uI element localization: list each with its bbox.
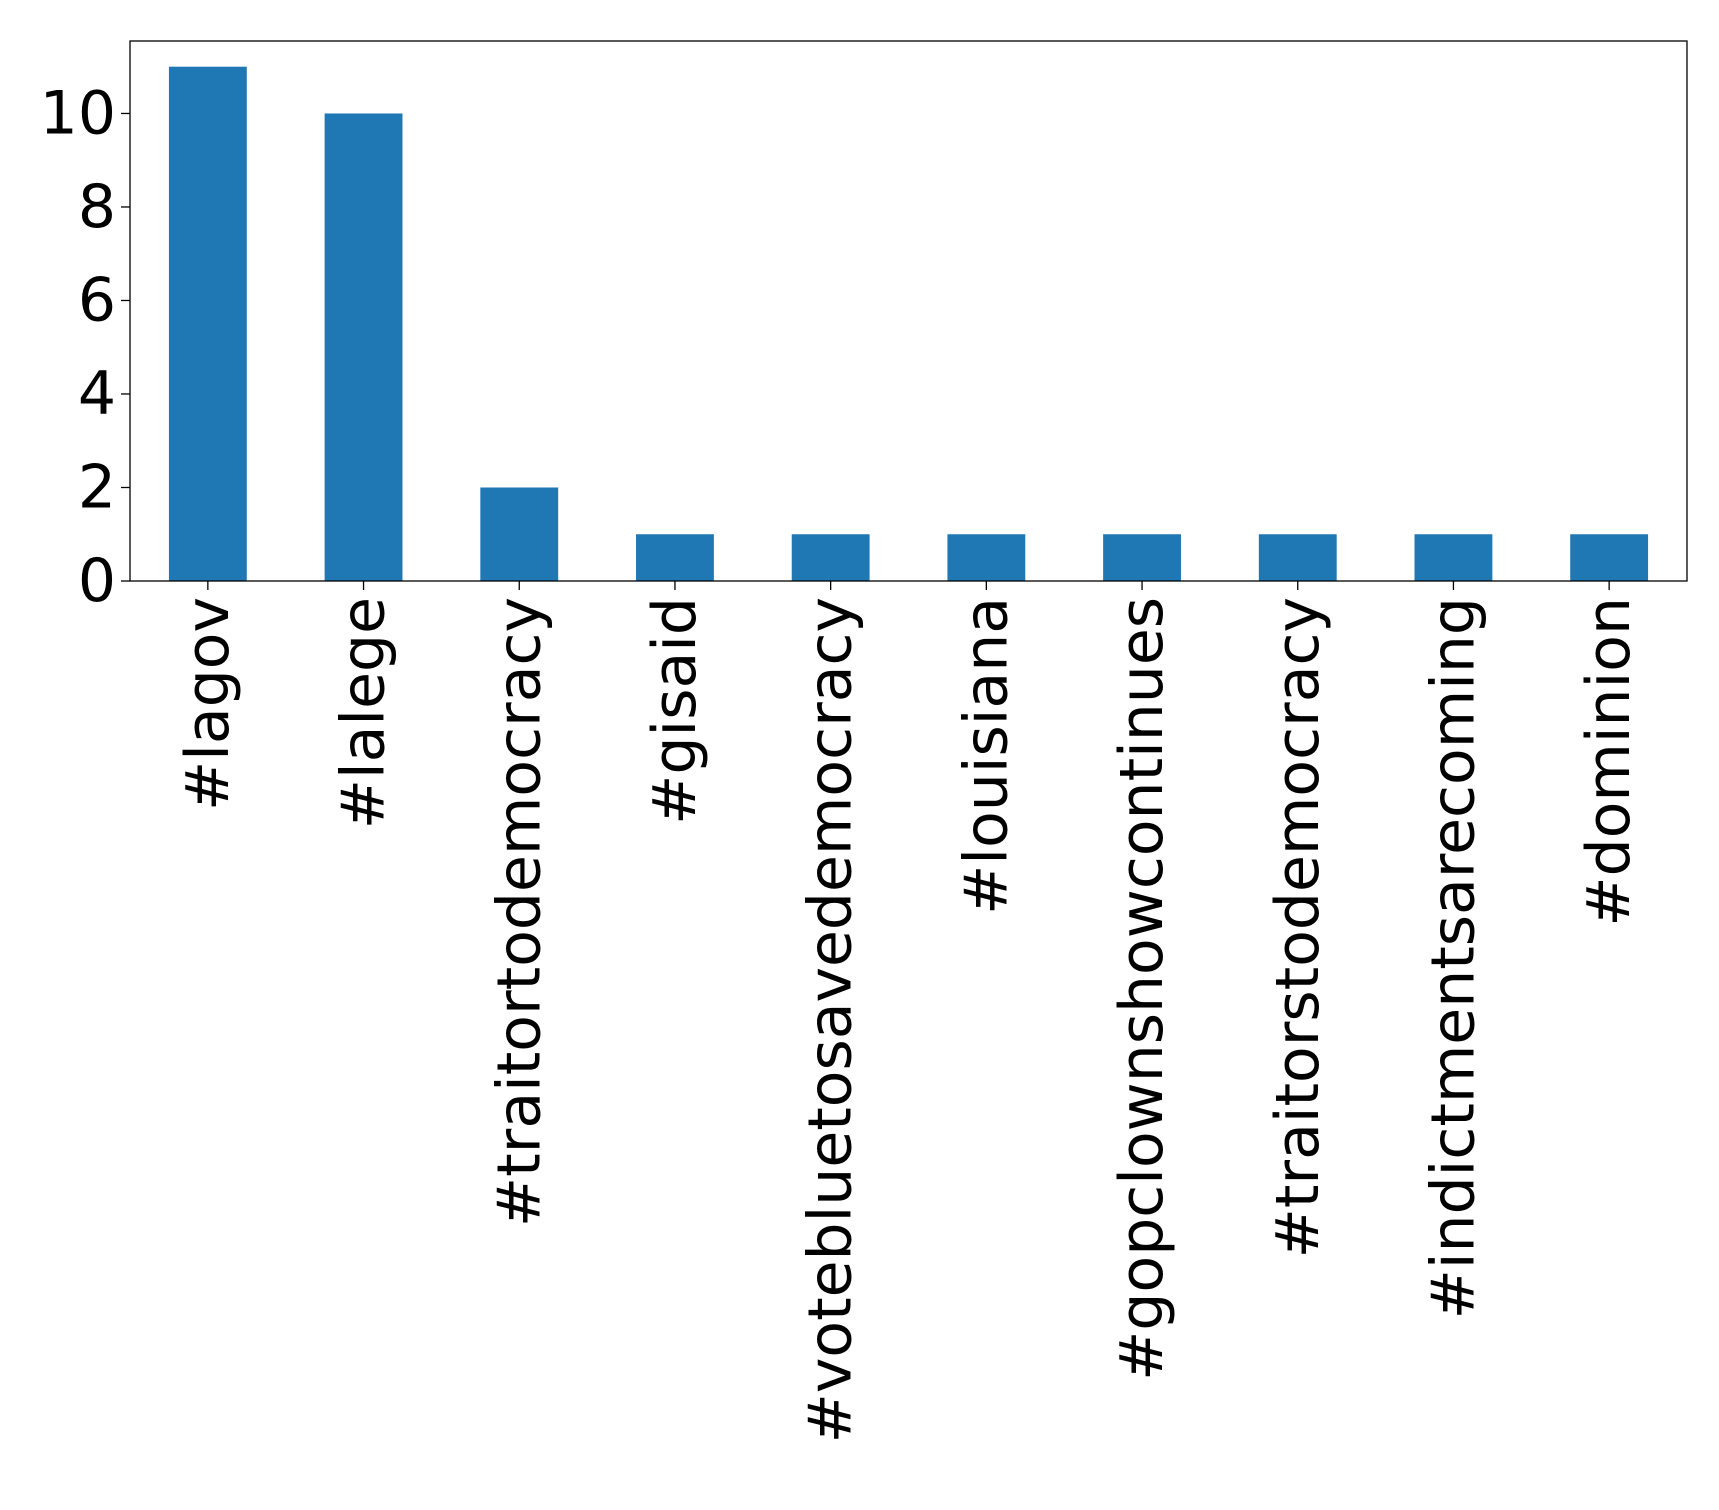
y-tick-label-1: 2 bbox=[78, 452, 116, 522]
bar-9 bbox=[1570, 534, 1649, 581]
bar-1 bbox=[324, 113, 403, 581]
x-tick-label-1: #lalege bbox=[329, 597, 399, 829]
y-axis: 0 2 4 6 8 10 bbox=[40, 78, 130, 616]
y-tick-label-4: 8 bbox=[78, 172, 116, 242]
x-tick-label-4: #votebluetosavedemocracy bbox=[796, 597, 866, 1443]
x-axis: #lagov #lalege #traitortodemocracy #gisaid #… bbox=[173, 581, 1644, 1443]
bar-5 bbox=[947, 534, 1026, 581]
bar-8 bbox=[1414, 534, 1493, 581]
y-tick-label-0: 0 bbox=[78, 546, 116, 616]
x-tick-label-0: #lagov bbox=[173, 597, 243, 811]
x-tick-label-3: #gisaid bbox=[640, 597, 710, 825]
bar-3 bbox=[636, 534, 714, 581]
plot-frame bbox=[129, 40, 1688, 582]
y-tick-label-2: 4 bbox=[78, 359, 116, 429]
bar-2 bbox=[480, 487, 559, 581]
x-tick-label-9: #dominion bbox=[1574, 597, 1644, 927]
x-tick-label-7: #traitorstodemocracy bbox=[1263, 597, 1333, 1258]
x-tick-label-6: #gopclownshowcontinues bbox=[1107, 597, 1177, 1381]
x-tick-label-5: #louisiana bbox=[951, 597, 1021, 915]
bar-0 bbox=[168, 66, 247, 581]
bar-7 bbox=[1258, 534, 1337, 581]
bar-4 bbox=[791, 534, 870, 581]
x-tick-label-2: #traitortodemocracy bbox=[484, 597, 554, 1227]
y-tick-label-5: 10 bbox=[40, 78, 116, 148]
bar-6 bbox=[1103, 534, 1181, 581]
y-tick-label-3: 6 bbox=[78, 265, 116, 335]
x-tick-label-8: #indictmentsarecoming bbox=[1418, 597, 1488, 1319]
bars-group bbox=[168, 66, 1649, 581]
